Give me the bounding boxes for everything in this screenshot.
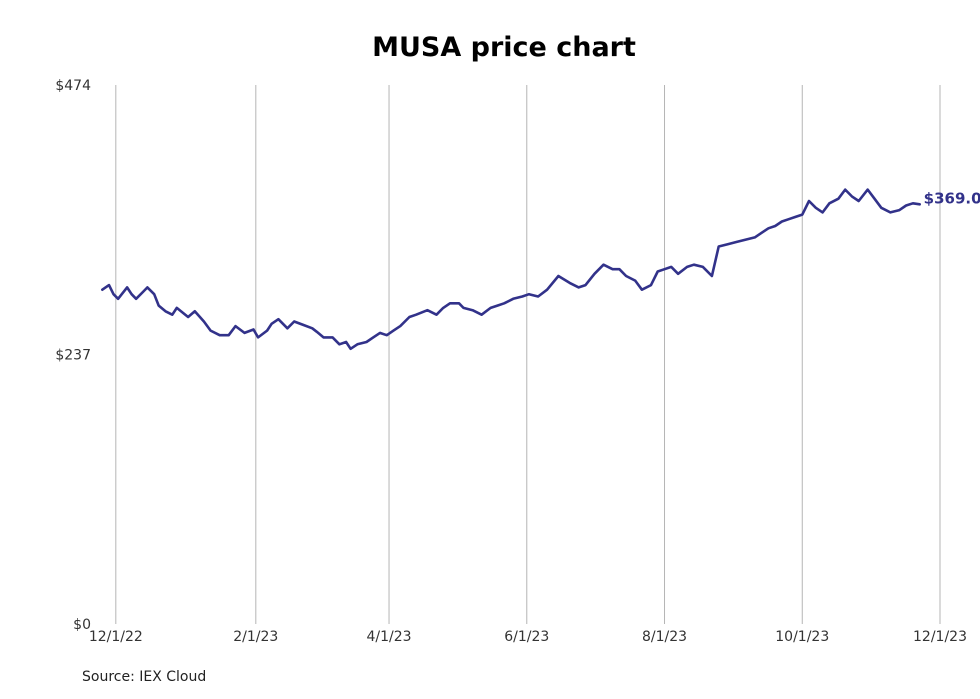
y-tick-label: $0 — [73, 617, 91, 633]
y-tick-label: $474 — [55, 78, 91, 94]
chart-title: MUSA price chart — [372, 32, 636, 63]
last-price-label: $369.06 — [924, 189, 980, 207]
x-tick-label: 2/1/23 — [233, 629, 278, 645]
y-axis-ticks: $0 $237 $474 — [55, 78, 91, 633]
x-tick-label: 12/1/23 — [913, 629, 967, 645]
x-tick-label: 10/1/23 — [775, 629, 829, 645]
source-note: Source: IEX Cloud — [82, 669, 207, 685]
vertical-gridlines — [115, 85, 941, 624]
x-tick-label: 8/1/23 — [642, 629, 687, 645]
x-tick-label: 6/1/23 — [504, 629, 549, 645]
x-axis-ticks: 12/1/22 2/1/23 4/1/23 6/1/23 8/1/23 10/1/23 12… — [89, 629, 967, 645]
x-tick-label: 12/1/22 — [89, 629, 143, 645]
x-tick-label: 4/1/23 — [367, 629, 412, 645]
y-tick-label: $237 — [55, 348, 91, 364]
price-series-line — [101, 188, 921, 351]
